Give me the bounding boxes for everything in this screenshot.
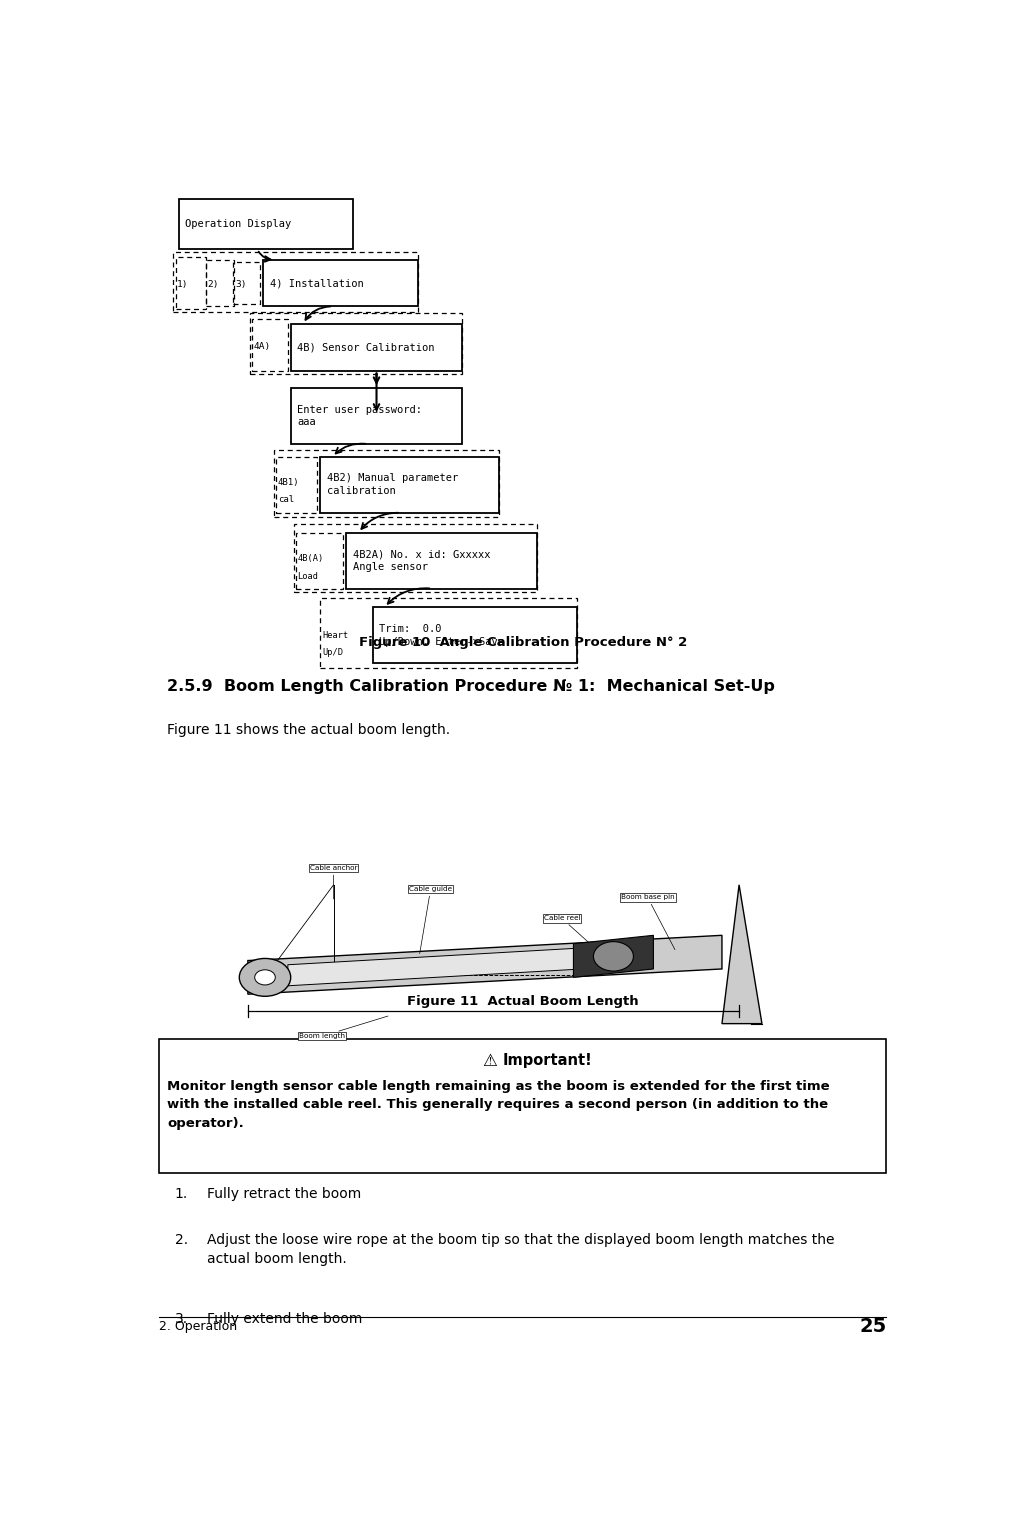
- Text: Load: Load: [298, 572, 318, 581]
- Text: 2.5.9  Boom Length Calibration Procedure № 1:  Mechanical Set-Up: 2.5.9 Boom Length Calibration Procedure …: [167, 678, 774, 693]
- FancyBboxPatch shape: [263, 260, 418, 306]
- FancyBboxPatch shape: [290, 388, 462, 444]
- Text: Important!: Important!: [502, 1054, 592, 1069]
- Text: Adjust the loose wire rope at the boom tip so that the displayed boom length mat: Adjust the loose wire rope at the boom t…: [206, 1234, 834, 1266]
- FancyBboxPatch shape: [372, 607, 577, 663]
- Text: 1.: 1.: [175, 1187, 187, 1201]
- Text: ⚠: ⚠: [482, 1052, 497, 1070]
- Text: 4A): 4A): [254, 342, 271, 351]
- Text: 2. Operation: 2. Operation: [159, 1320, 237, 1332]
- Text: 3.: 3.: [175, 1313, 187, 1326]
- Text: Cable guide: Cable guide: [409, 886, 451, 954]
- Text: 4B(A): 4B(A): [298, 554, 323, 563]
- Text: 2): 2): [207, 280, 219, 289]
- FancyBboxPatch shape: [290, 324, 462, 371]
- Text: Figure 11  Actual Boom Length: Figure 11 Actual Boom Length: [407, 995, 638, 1008]
- Text: Boom length: Boom length: [299, 1016, 387, 1039]
- Text: Heart: Heart: [322, 631, 347, 640]
- Polygon shape: [721, 884, 761, 1023]
- Text: Operation Display: Operation Display: [185, 220, 291, 229]
- Text: 4B) Sensor Calibration: 4B) Sensor Calibration: [298, 342, 434, 353]
- Text: Fully extend the boom: Fully extend the boom: [206, 1313, 362, 1326]
- Circle shape: [239, 958, 290, 996]
- Text: 4B2) Manual parameter
calibration: 4B2) Manual parameter calibration: [326, 474, 458, 497]
- Text: cal: cal: [277, 495, 293, 504]
- Text: 4B1): 4B1): [277, 478, 299, 488]
- FancyBboxPatch shape: [346, 533, 536, 589]
- FancyBboxPatch shape: [320, 457, 498, 513]
- Polygon shape: [573, 936, 653, 978]
- Text: 2.: 2.: [175, 1234, 187, 1248]
- Text: Cable anchor: Cable anchor: [310, 864, 357, 899]
- Circle shape: [255, 970, 275, 986]
- Text: Up/D: Up/D: [322, 648, 342, 657]
- Text: Cable reel: Cable reel: [543, 916, 610, 963]
- Polygon shape: [248, 936, 721, 995]
- Text: Trim:  0.0
Up/Down, Enter->Save: Trim: 0.0 Up/Down, Enter->Save: [378, 624, 503, 646]
- Text: 25: 25: [858, 1317, 886, 1335]
- FancyBboxPatch shape: [159, 1039, 886, 1172]
- Text: Boom base pin: Boom base pin: [621, 895, 675, 949]
- Text: 1): 1): [177, 280, 189, 289]
- Text: Monitor length sensor cable length remaining as the boom is extended for the fir: Monitor length sensor cable length remai…: [167, 1079, 828, 1129]
- Text: 4) Installation: 4) Installation: [269, 279, 363, 288]
- Text: Figure 10  Angle Calibration Procedure N° 2: Figure 10 Angle Calibration Procedure N°…: [359, 636, 686, 648]
- Circle shape: [593, 942, 633, 970]
- Polygon shape: [287, 946, 619, 986]
- Text: 3): 3): [235, 280, 247, 289]
- Text: 4B2A) No. x id: Gxxxxx
Angle sensor: 4B2A) No. x id: Gxxxxx Angle sensor: [353, 550, 490, 572]
- Text: Figure 11 shows the actual boom length.: Figure 11 shows the actual boom length.: [167, 722, 449, 737]
- FancyBboxPatch shape: [178, 200, 353, 250]
- Text: Fully retract the boom: Fully retract the boom: [206, 1187, 361, 1201]
- Text: Enter user password:
aaa: Enter user password: aaa: [298, 404, 422, 427]
